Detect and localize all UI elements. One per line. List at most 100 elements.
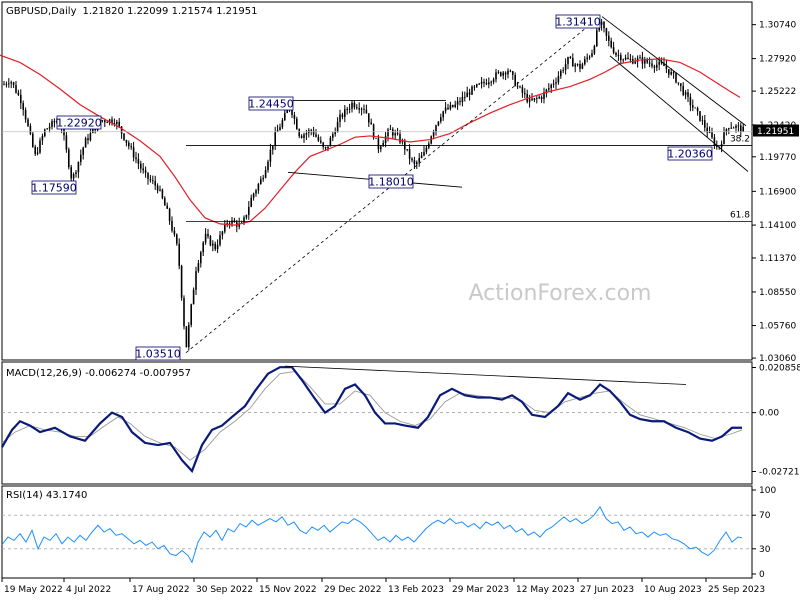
- candle-body: [224, 223, 226, 232]
- y-tick-label: 70: [759, 511, 771, 521]
- candle-body: [507, 70, 509, 75]
- candle-body: [627, 57, 629, 60]
- candle-body: [104, 120, 106, 123]
- candle-body: [197, 263, 200, 272]
- x-tick-label: 12 May 2023: [516, 585, 575, 595]
- candle-body: [370, 122, 372, 125]
- candle-body: [36, 152, 39, 154]
- candle-body: [413, 160, 416, 165]
- y-tick-label: 1.30740: [759, 21, 796, 31]
- candle-body: [252, 193, 255, 198]
- candle-body: [730, 127, 732, 129]
- candle-body: [77, 161, 80, 173]
- watermark: ActionForex.com: [469, 281, 652, 306]
- candle-body: [300, 136, 303, 138]
- candle-body: [536, 98, 538, 99]
- annotation-label: 1.22920: [56, 117, 102, 130]
- candle-body: [219, 235, 221, 245]
- candle-body: [708, 132, 711, 133]
- macd-panel-frame: [1, 361, 753, 485]
- candle-body: [320, 140, 322, 143]
- candle-body: [694, 107, 696, 109]
- candle-body: [504, 72, 507, 75]
- fib-label: 38.2: [730, 135, 750, 145]
- axis-layer: 1.307401.279201.252221.224201.197701.169…: [1, 21, 800, 595]
- candle-body: [576, 63, 579, 65]
- candle-body: [478, 83, 480, 85]
- candle-body: [620, 55, 622, 61]
- candle-body: [264, 170, 267, 178]
- candle-body: [579, 63, 581, 69]
- candle-body: [180, 265, 183, 298]
- candle-body: [435, 125, 437, 132]
- price-panel-frame: [1, 1, 753, 361]
- candle-body: [183, 297, 185, 327]
- y-tick-label: 1.03060: [759, 354, 796, 364]
- candle-body: [456, 101, 459, 105]
- channel-upper-line: [601, 16, 747, 127]
- candle-body: [454, 104, 456, 107]
- candle-body: [509, 70, 512, 72]
- candle-body: [44, 129, 46, 137]
- candle-body: [72, 174, 75, 179]
- candle-body: [3, 84, 5, 86]
- candle-body: [41, 136, 44, 141]
- macd-layer: [1, 365, 752, 474]
- candle-body: [437, 121, 440, 126]
- candle-body: [8, 83, 10, 85]
- macd-line: [1, 366, 742, 474]
- candle-body: [500, 72, 502, 76]
- candle-body: [310, 130, 312, 132]
- y-tick-label: 0.020858: [759, 363, 800, 373]
- candle-body: [65, 135, 68, 150]
- candle-body: [348, 108, 351, 110]
- candle-body: [468, 92, 471, 95]
- x-axis: 19 May 2022 4 Jul 2022 17 Aug 2022 30 Sep 2…: [1, 578, 765, 595]
- candle-body: [166, 205, 168, 209]
- candle-body: [672, 72, 675, 74]
- annotation-box: [667, 146, 713, 161]
- candle-body: [111, 119, 113, 124]
- annotation-label: 1.17590: [31, 182, 77, 195]
- candle-body: [173, 230, 176, 235]
- candle-body: [447, 107, 449, 110]
- candle-body: [562, 70, 564, 71]
- candle-body: [245, 214, 248, 218]
- candle-body: [68, 149, 70, 168]
- candle-body: [737, 125, 740, 127]
- candle-body: [22, 103, 24, 110]
- candle-body: [680, 83, 682, 87]
- last-price-label: 1.21951: [757, 127, 794, 137]
- candle-body: [723, 131, 725, 145]
- candle-body: [152, 180, 154, 182]
- ohlc-values: 1.21820 1.22099 1.21574 1.21951: [83, 6, 258, 17]
- candle-body: [550, 84, 552, 88]
- candle-body: [161, 189, 164, 199]
- candle-body: [356, 107, 358, 109]
- y-tick-label: 1.14100: [759, 221, 796, 231]
- candle-body: [154, 181, 156, 186]
- candle-body: [113, 123, 116, 124]
- candle-body: [24, 109, 27, 120]
- candle-body: [377, 138, 380, 150]
- candle-body: [624, 57, 627, 60]
- annotation-box: [248, 96, 294, 111]
- candle-body: [732, 127, 735, 129]
- candle-body: [459, 101, 461, 103]
- candle-body: [82, 147, 84, 155]
- candle-body: [440, 117, 442, 122]
- candle-body: [190, 304, 192, 325]
- candle-body: [689, 96, 692, 106]
- candle-body: [704, 120, 706, 128]
- y-tick-label: 1.27920: [759, 55, 796, 65]
- y-tick-label: 1.19770: [759, 153, 796, 163]
- annotation-box: [368, 174, 414, 189]
- candle-body: [696, 108, 699, 112]
- candle-body: [512, 71, 514, 75]
- candle-body: [648, 62, 651, 64]
- candle-body: [382, 143, 384, 147]
- candle-body: [476, 84, 478, 87]
- candle-body: [396, 133, 399, 135]
- annotation-box: [555, 14, 601, 29]
- candle-body: [238, 223, 240, 227]
